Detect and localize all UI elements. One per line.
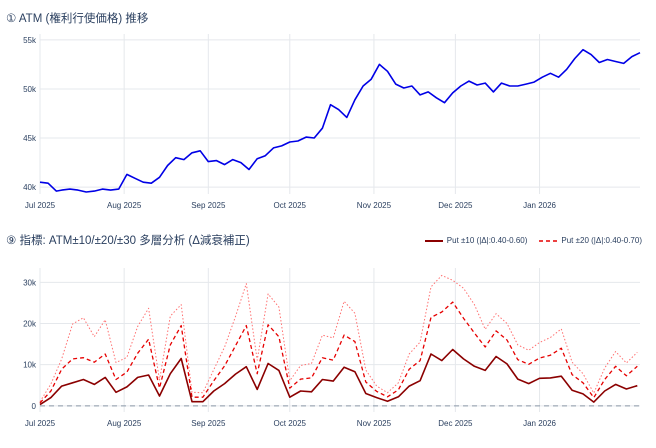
legend-swatch-put10 bbox=[424, 239, 443, 242]
chart-1-y-tick-label: 45k bbox=[23, 134, 37, 143]
chart-2-x-tick-label: Dec 2025 bbox=[438, 419, 473, 428]
chart-2-y-tick-label: 10k bbox=[23, 361, 37, 370]
chart-2-x-tick-label: Jul 2025 bbox=[25, 419, 56, 428]
legend-label-put20: Put ±20 (|Δ|:0.40-0.70) bbox=[561, 236, 642, 245]
legend-label-put10: Put ±10 (|Δ|:0.40-0.60) bbox=[446, 236, 528, 245]
chart-1-title: ① ATM (権利行使価格) 推移 bbox=[6, 13, 149, 25]
chart-2-x-tick-label: Jan 2026 bbox=[523, 419, 556, 428]
chart-2-x-tick-label: Oct 2025 bbox=[274, 419, 307, 428]
legend-swatch-put20 bbox=[539, 239, 558, 242]
chart-1-y-tick-label: 55k bbox=[23, 36, 37, 45]
atm-series-line bbox=[39, 48, 641, 193]
chart-1-x-tick-label: Jan 2026 bbox=[523, 201, 556, 210]
chart-2-y-tick-label: 30k bbox=[23, 278, 37, 287]
chart-1-y-tick-label: 50k bbox=[23, 85, 37, 94]
put20-series-line bbox=[39, 301, 638, 404]
chart-1-x-tick-label: Oct 2025 bbox=[274, 201, 307, 210]
put30-series-line bbox=[39, 274, 638, 402]
chart-2-legend[interactable]: Put ±10 (|Δ|:0.40-0.60) Put ±20 (|Δ|:0.4… bbox=[424, 236, 642, 245]
legend-item-put20[interactable]: Put ±20 (|Δ|:0.40-0.70) bbox=[539, 236, 642, 245]
chart-2-y-tick-label: 0 bbox=[32, 402, 37, 411]
chart-1-y-tick-label: 40k bbox=[23, 183, 37, 192]
chart-2-title: ⑨ 指標: ATM±10/±20/±30 多層分析 (Δ減衰補正) bbox=[6, 235, 250, 247]
chart-2-x-tick-label: Aug 2025 bbox=[107, 419, 142, 428]
chart-1-x-tick-label: Aug 2025 bbox=[107, 201, 142, 210]
chart-1-x-tick-label: Jul 2025 bbox=[25, 201, 56, 210]
legend-item-put10[interactable]: Put ±10 (|Δ|:0.40-0.60) bbox=[424, 236, 528, 245]
chart-2-x-tick-label: Sep 2025 bbox=[191, 419, 226, 428]
put10-series-line bbox=[39, 348, 638, 406]
chart-1-x-tick-label: Nov 2025 bbox=[357, 201, 392, 210]
chart-2-y-tick-label: 20k bbox=[23, 320, 37, 329]
chart-1-x-tick-label: Dec 2025 bbox=[438, 201, 473, 210]
chart-1-x-tick-label: Sep 2025 bbox=[191, 201, 226, 210]
chart-2-x-tick-label: Nov 2025 bbox=[357, 419, 392, 428]
